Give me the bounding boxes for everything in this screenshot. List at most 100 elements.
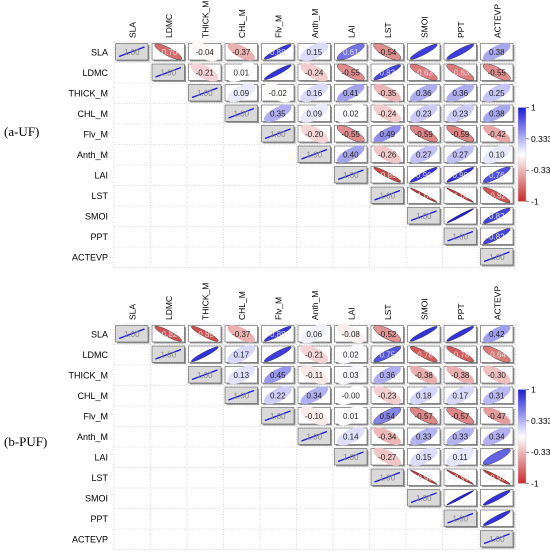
correlation-ellipse: [410, 469, 438, 485]
cell-value-label: 0.10: [489, 150, 505, 159]
correlation-cell: -0.24: [297, 63, 332, 82]
cell-value-label: 1.00: [416, 494, 432, 503]
correlation-ellipse: [300, 103, 329, 123]
correlation-ellipse: [446, 469, 474, 485]
cell-value-label: -0.63: [415, 68, 434, 77]
correlation-ellipse: [264, 346, 292, 363]
column-header: CHL_M: [237, 9, 247, 38]
correlation-ellipse: [483, 407, 511, 425]
column-header: PPT: [456, 21, 466, 38]
correlation-ellipse: [446, 83, 474, 102]
cell-value-label: -0.35: [378, 89, 397, 98]
correlation-cell: 1.00: [188, 84, 223, 103]
legend-tick-label: 1: [531, 385, 536, 395]
correlation-cell: 1.00: [334, 448, 369, 467]
legend-tick-label: 0.333: [531, 416, 550, 426]
correlation-ellipse: [446, 447, 475, 467]
cell-value-label: -1.00: [415, 191, 434, 200]
column-header: Anth_M: [310, 291, 320, 320]
row-header: LAI: [94, 170, 108, 180]
correlation-ellipse: [373, 365, 401, 384]
cell-value-label: 0.23: [416, 109, 432, 118]
correlation-ellipse: [482, 365, 511, 384]
diagonal-line: [483, 533, 510, 545]
correlation-ellipse: [446, 63, 475, 81]
correlation-ellipse: [446, 125, 475, 143]
cell-value-label: 0.06: [306, 330, 322, 339]
cell-value-label: -0.78: [451, 350, 470, 359]
correlation-ellipse: [300, 406, 329, 426]
diagonal-line: [410, 210, 437, 222]
cell-value-label: 0.02: [343, 350, 359, 359]
cell-value-label: 1.00: [416, 212, 432, 221]
correlation-ellipse: [409, 407, 438, 425]
row-header: Flv_M: [84, 411, 109, 421]
column-header: SLA: [127, 22, 137, 38]
correlation-cell: 0.88: [261, 325, 296, 344]
row-header: THICK_M: [68, 370, 108, 380]
correlation-cell: -0.55: [334, 63, 369, 82]
cell-value-label: 1.00: [197, 371, 213, 380]
correlation-cell: 1.00: [188, 366, 223, 385]
correlation-ellipse: [264, 44, 292, 60]
cell-value-label: -0.37: [232, 330, 251, 339]
cell-value-label: 0.38: [489, 48, 505, 57]
correlation-ellipse: [373, 83, 401, 102]
cell-value-label: -0.02: [269, 89, 288, 98]
diagonal-line: [301, 430, 328, 442]
correlation-cell: -0.95: [480, 468, 515, 487]
correlation-ellipse: [264, 64, 292, 80]
correlation-cell: [480, 448, 515, 467]
correlation-cell: 0.33: [443, 427, 478, 446]
correlation-cell: 0.27: [407, 145, 442, 164]
correlation-ellipse: [264, 326, 292, 342]
correlation-cell: [443, 43, 478, 62]
row-header: CHL_M: [77, 109, 108, 119]
correlation-ellipse: [482, 144, 511, 164]
correlation-panel-b: SLA LDMC THICK_M CHL_M Flv_M Anth_M LAI LST SMOI…: [0, 282, 550, 552]
correlation-ellipse: [446, 407, 475, 425]
correlation-ellipse: [373, 325, 402, 343]
correlation-cell: 0.09: [224, 83, 259, 103]
correlation-cell: -0.10: [297, 406, 332, 426]
correlation-cell: 0.45: [261, 366, 296, 385]
correlation-ellipse: [446, 187, 474, 203]
legend-color-bar: [517, 107, 527, 202]
correlation-cell: -0.34: [370, 427, 405, 446]
correlation-cell: 0.02: [334, 344, 369, 364]
cell-value-label: -0.95: [488, 473, 507, 482]
correlation-ellipse: [446, 490, 474, 506]
cell-value-label: -0.59: [451, 130, 470, 139]
correlation-cell: -0.37: [224, 42, 259, 62]
column-header: LDMC: [164, 296, 174, 320]
column-header: PPT: [456, 303, 466, 320]
diagonal-line: [410, 492, 437, 504]
correlation-cell: 0.01: [334, 406, 369, 426]
correlation-cell: -0.30: [480, 365, 515, 385]
cell-value-label: 1.00: [270, 130, 286, 139]
correlation-cell: 0.33: [407, 427, 442, 446]
correlation-cell: 0.22: [261, 386, 296, 405]
correlation-cell: 0.27: [443, 145, 478, 164]
correlation-cell: -0.89: [370, 166, 405, 185]
correlation-ellipse: [336, 63, 365, 81]
correlation-ellipse: [300, 83, 329, 103]
cell-value-label: -0.24: [378, 109, 397, 118]
correlation-ellipse: [446, 427, 475, 446]
cell-value-label: -0.42: [488, 130, 507, 139]
diagonal-line: [447, 230, 474, 242]
correlation-cell: -0.59: [407, 125, 442, 144]
correlation-cell: [407, 325, 442, 344]
row-header: LDMC: [82, 350, 108, 360]
correlation-cell: 0.34: [297, 386, 332, 405]
cell-value-label: 0.34: [489, 432, 505, 441]
correlation-cell: 0.34: [480, 427, 515, 446]
correlation-cell: 0.83: [370, 63, 405, 82]
legend-tick-label: 1: [531, 103, 536, 113]
cell-value-label: -1.00: [451, 191, 470, 200]
correlation-ellipse: [300, 386, 328, 405]
correlation-ellipse: [410, 326, 438, 342]
correlation-ellipse: [300, 365, 329, 385]
correlation-cell: [261, 345, 296, 364]
cell-value-label: 0.82: [489, 212, 505, 221]
